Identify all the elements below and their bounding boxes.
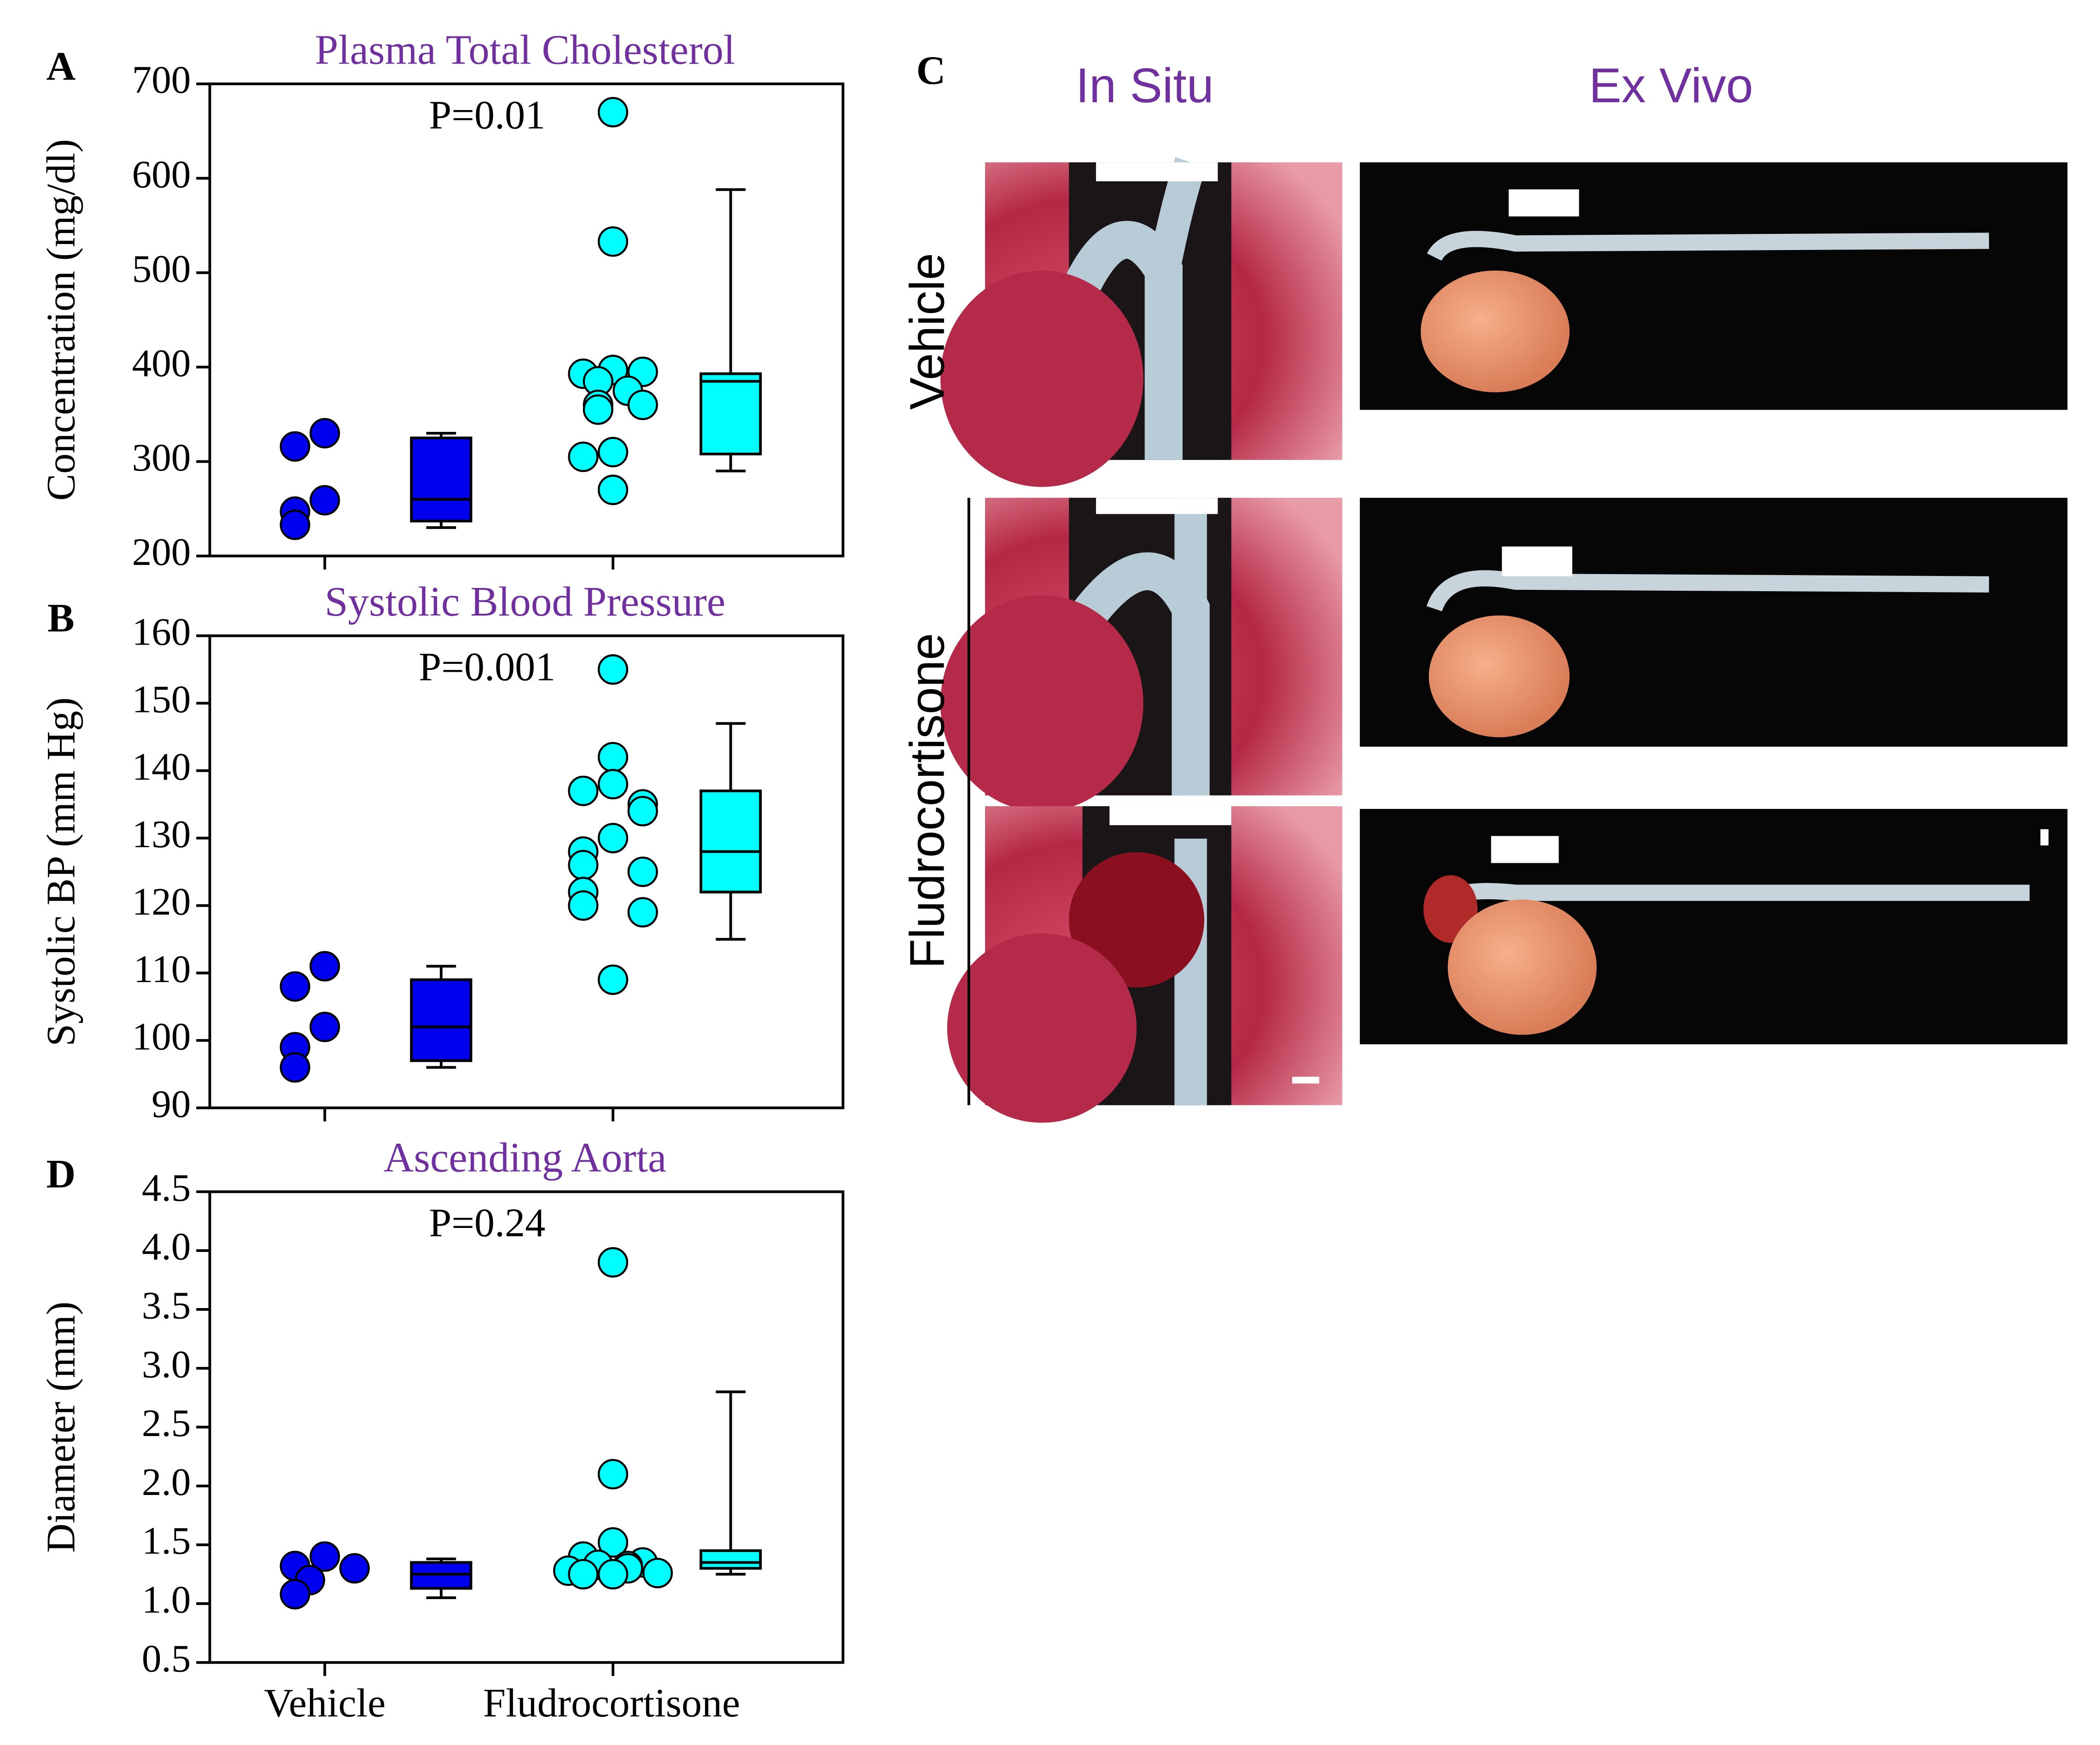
box (410, 978, 472, 1062)
y-tick-label: 300 (132, 436, 191, 479)
data-point (627, 390, 658, 420)
y-axis-label: Concentration (mg/dl) (38, 139, 83, 501)
data-point (597, 1459, 629, 1489)
row-label: Vehicle (900, 253, 954, 410)
y-tick-label: 0.5 (142, 1637, 191, 1680)
x-category-label: Fludrocortisone (483, 1681, 740, 1726)
y-tick-label: 700 (132, 58, 191, 102)
photo-in-situ (947, 806, 1342, 1123)
box (410, 436, 472, 523)
data-point (627, 796, 658, 826)
annotation: P=0.01 (429, 93, 545, 138)
y-tick-label: 2.0 (142, 1460, 191, 1504)
y-tick-label: 400 (132, 342, 191, 385)
chart-title: Plasma Total Cholesterol (315, 26, 735, 73)
panel-letter: D (47, 1152, 76, 1197)
data-point (642, 1558, 673, 1588)
data-point (568, 890, 599, 921)
data-point (597, 769, 629, 800)
row-label: Fludrocortisone (900, 633, 954, 969)
y-tick-label: 3.5 (142, 1284, 191, 1327)
y-tick-label: 4.0 (142, 1225, 191, 1268)
column-label: Ex Vivo (1589, 58, 1753, 113)
data-point (280, 1579, 310, 1610)
box (700, 372, 762, 455)
y-axis-label: Systolic BP (mm Hg) (38, 697, 83, 1046)
y-tick-label: 200 (132, 530, 191, 574)
data-point (583, 394, 613, 425)
data-point (597, 964, 629, 995)
data-point (309, 1541, 340, 1572)
data-point (597, 226, 629, 257)
photos (940, 157, 2068, 1123)
data-point (280, 971, 310, 1002)
data-point (339, 1553, 370, 1584)
data-point (309, 485, 340, 516)
data-point (597, 474, 629, 506)
data-point (568, 849, 599, 880)
data-point (280, 431, 310, 462)
data-point (280, 1052, 310, 1083)
y-tick-label: 160 (132, 610, 191, 653)
y-tick-label: 110 (134, 948, 191, 991)
y-tick-label: 1.0 (142, 1578, 191, 1622)
photo-in-situ (940, 498, 1342, 812)
photo-ex-vivo (1359, 809, 2068, 1045)
y-tick-label: 150 (132, 678, 191, 721)
photo-ex-vivo (1359, 162, 2068, 410)
annotation: P=0.24 (429, 1200, 545, 1245)
y-tick-label: 140 (132, 745, 191, 788)
box (700, 1549, 762, 1570)
y-tick-label: 130 (132, 813, 191, 856)
panel-letter: A (47, 44, 76, 89)
data-point (568, 1559, 599, 1590)
y-tick-label: 3.0 (142, 1343, 191, 1386)
y-tick-label: 1.5 (142, 1519, 191, 1563)
data-point (309, 418, 340, 448)
data-point (597, 1559, 629, 1590)
panel-letter: C (916, 48, 946, 93)
y-tick-label: 600 (132, 153, 191, 196)
chart-title: Systolic Blood Pressure (325, 578, 725, 625)
y-tick-label: 2.5 (142, 1402, 191, 1445)
x-category-label: Vehicle (264, 1681, 385, 1726)
data-point (627, 897, 658, 928)
column-label: In Situ (1076, 58, 1214, 113)
data-point (280, 509, 310, 540)
data-point (597, 1247, 629, 1278)
data-point (568, 775, 599, 806)
plot-frame (208, 634, 845, 1110)
photo-in-situ (940, 157, 1342, 487)
chart-title: Ascending Aorta (384, 1134, 667, 1181)
data-point (568, 442, 599, 472)
panel-letter: B (47, 596, 75, 641)
y-tick-label: 100 (132, 1015, 191, 1058)
plot-frame (208, 82, 845, 558)
y-tick-label: 500 (132, 247, 191, 291)
data-point (627, 856, 658, 887)
data-point (597, 1527, 629, 1558)
y-tick-label: 120 (132, 880, 191, 923)
photo-ex-vivo (1359, 498, 2068, 747)
data-point (309, 1012, 340, 1042)
data-point (597, 823, 629, 854)
data-point (597, 742, 629, 773)
y-axis-label: Diameter (mm) (38, 1302, 83, 1553)
y-tick-label: 4.5 (142, 1166, 191, 1210)
data-point (309, 951, 340, 982)
data-point (597, 436, 629, 467)
data-point (597, 97, 629, 128)
y-tick-label: 90 (152, 1082, 191, 1126)
data-point (597, 654, 629, 685)
box (700, 789, 762, 894)
annotation: P=0.001 (419, 644, 555, 689)
